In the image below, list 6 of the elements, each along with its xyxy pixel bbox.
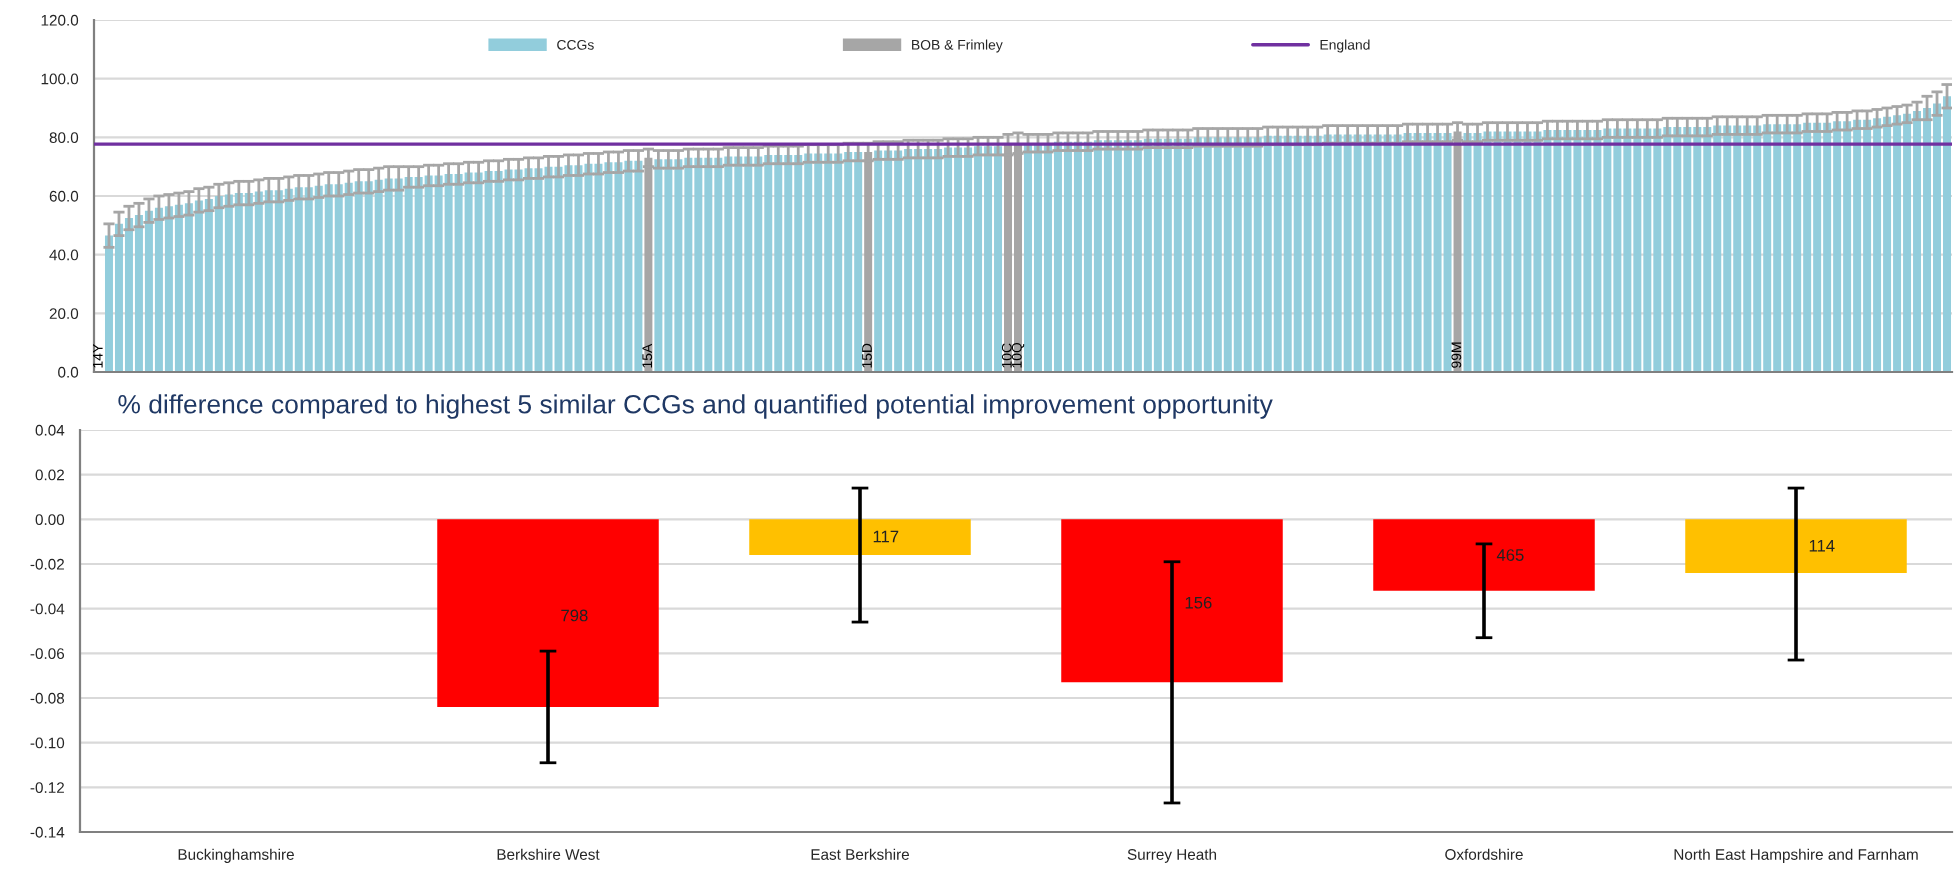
chart-title: % difference compared to highest 5 similar CCGs and quantified potential improvement opportunity: [118, 394, 1273, 419]
annotation: 117: [873, 530, 899, 543]
annotation: 114: [1809, 540, 1835, 552]
annotation: 465: [1496, 549, 1524, 561]
annotation: 156: [1185, 596, 1212, 609]
annotation: 798: [561, 609, 588, 622]
